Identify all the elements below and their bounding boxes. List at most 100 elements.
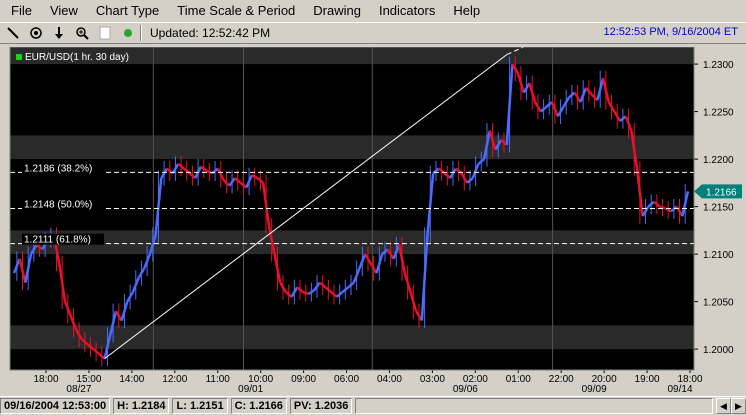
price-segment [562, 96, 571, 108]
price-segment [251, 174, 259, 180]
price-segment [386, 248, 395, 260]
x-tick-label: 01:00 [506, 374, 531, 385]
price-segment [653, 200, 661, 208]
price-segment [364, 253, 372, 265]
price-segment [177, 162, 185, 170]
target-icon[interactable] [26, 24, 46, 42]
y-axis-panel [694, 47, 746, 370]
price-segment [313, 281, 321, 291]
y-tick-label: 1.2150 [703, 203, 734, 214]
price-segment [256, 177, 265, 184]
status-high-label: H: [117, 400, 129, 412]
price-segment [539, 105, 548, 113]
price-segment [494, 139, 503, 151]
down-arrow-icon[interactable] [49, 24, 69, 42]
clock-timestamp: 12:52:53 PM, 9/16/2004 ET [603, 26, 738, 38]
price-segment [154, 177, 163, 236]
fib-label-bg [22, 198, 104, 210]
x-axis-panel [4, 370, 746, 395]
price-segment [75, 329, 84, 341]
price-segment [522, 82, 531, 94]
price-segment [477, 158, 485, 165]
plot-border [9, 47, 695, 371]
price-segment [647, 200, 655, 208]
price-segment [375, 253, 384, 274]
date-tick-label: 09/14 [667, 384, 692, 395]
price-segment [86, 343, 95, 351]
status-high-value: 1.2184 [131, 400, 166, 412]
price-segment [624, 115, 633, 132]
menu-drawing[interactable]: Drawing [313, 3, 361, 18]
trend-line [104, 54, 508, 359]
menu-view[interactable]: View [49, 3, 78, 18]
price-segment [261, 182, 271, 226]
status-pv-label: PV: [293, 400, 312, 412]
price-segment [528, 82, 537, 103]
price-segment [12, 258, 21, 274]
price-segment [449, 167, 457, 179]
x-tick-label: 18:00 [33, 374, 58, 385]
status-close: C: 1.2166 [230, 398, 287, 414]
x-tick-label: 06:00 [334, 374, 359, 385]
price-segment [29, 243, 38, 255]
price-segment [630, 130, 639, 169]
price-segment [114, 310, 123, 322]
x-tick-label: 22:00 [549, 374, 574, 385]
price-segment [466, 177, 474, 184]
price-segment [228, 177, 236, 187]
x-tick-label: 09:00 [291, 374, 316, 385]
price-segment [319, 281, 327, 289]
chart-area[interactable]: 1.2300 1.2250 1.2200 1.2150 1.2100 1.2050 1.20… [4, 47, 746, 395]
price-segment [511, 63, 520, 75]
price-segment [245, 174, 254, 189]
date-tick-label: 09/01 [238, 384, 263, 395]
price-segment [488, 130, 497, 150]
price-segment [137, 267, 146, 279]
status-low: L: 1.2151 [172, 398, 228, 414]
price-band [10, 47, 694, 65]
price-segment [58, 263, 67, 302]
x-tick-label: 14:00 [119, 374, 144, 385]
price-band [10, 135, 694, 160]
price-segment [347, 281, 355, 289]
price-segment [273, 253, 282, 283]
price-segment [234, 177, 242, 184]
line-tool-icon[interactable] [3, 24, 23, 42]
x-tick-label: 12:00 [162, 374, 187, 385]
fib-label: 1.2186 (38.2%) [24, 163, 92, 174]
legend-label: EUR/USD(1 hr. 30 day) [25, 52, 129, 63]
scroll-right-icon[interactable]: ▶ [731, 398, 746, 414]
blank-icon[interactable] [95, 24, 115, 42]
price-segment [471, 163, 480, 179]
price-segment [358, 253, 367, 269]
fib-label-bg [22, 233, 104, 245]
status-datetime: 09/16/2004 12:53:00 [0, 398, 111, 414]
menu-indicators[interactable]: Indicators [378, 3, 436, 18]
menu-file[interactable]: File [11, 3, 32, 18]
toolbar-separator [140, 25, 142, 41]
price-segment [330, 291, 338, 298]
price-segment [596, 78, 605, 101]
menu-time-scale[interactable]: Time Scale & Period [177, 3, 296, 18]
scroll-left-icon[interactable]: ◀ [716, 398, 731, 414]
pointer-icon[interactable] [118, 24, 138, 42]
last-price-label: 1.2166 [706, 187, 737, 198]
price-segment [160, 167, 168, 179]
price-segment [397, 244, 407, 274]
x-tick-label: 20:00 [592, 374, 617, 385]
x-tick-label: 19:00 [635, 374, 660, 385]
price-chart[interactable]: 1.2300 1.2250 1.2200 1.2150 1.2100 1.2050 1.20… [4, 47, 746, 395]
price-segment [148, 234, 157, 255]
date-tick-label: 09/06 [453, 384, 478, 395]
zoom-icon[interactable] [72, 24, 92, 42]
fib-label: 1.2111 (61.8%) [24, 235, 91, 246]
status-empty [355, 398, 713, 414]
menu-help[interactable]: Help [453, 3, 481, 18]
menu-chart-type[interactable]: Chart Type [95, 3, 160, 18]
price-segment [534, 101, 542, 113]
toolbar: Updated: 12:52:42 PM 12:52:53 PM, 9/16/2… [0, 22, 746, 44]
price-segment [681, 191, 690, 217]
price-segment [336, 291, 344, 298]
price-segment [103, 334, 112, 359]
status-low-label: L: [176, 400, 187, 412]
